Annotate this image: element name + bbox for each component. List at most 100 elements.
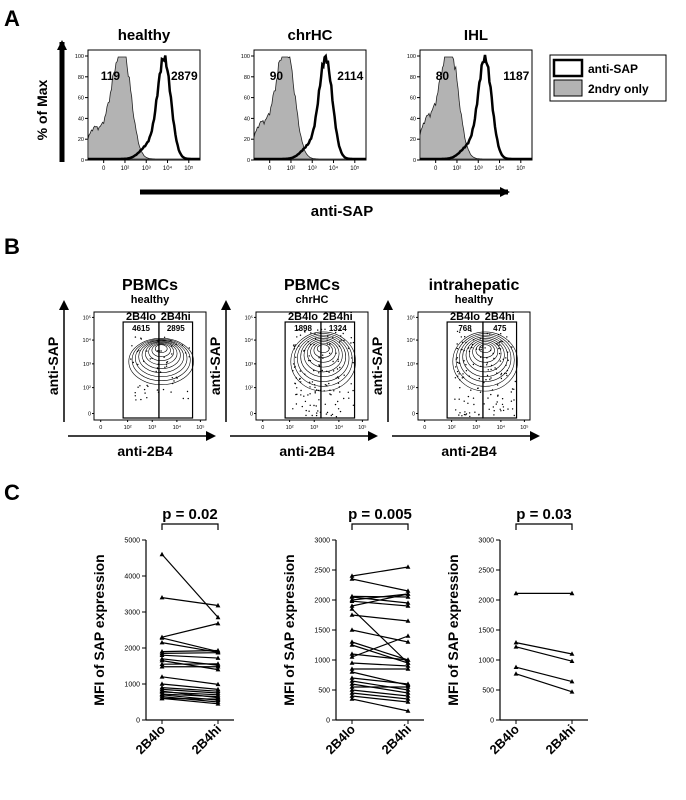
chart-y-tick-label: 0 (326, 718, 330, 725)
flow-plot-x-tick-label: 10⁵ (358, 424, 366, 431)
flow-plot-y-label: anti-SAP (207, 337, 223, 395)
chart-y-label: MFI of SAP expression (281, 554, 297, 705)
chart-point-2b4hi (405, 591, 411, 596)
chart-pair-line (351, 641, 409, 661)
flow-plot-x-tick-label: 10³ (310, 425, 318, 431)
flow-plot-event-dot (471, 346, 473, 349)
flow-plot-event-dot (339, 410, 342, 413)
chart-y-tick-label: 2500 (314, 568, 330, 575)
chart-pair-line (161, 697, 219, 700)
flow-plot-contour (148, 342, 175, 362)
flow-plot-event-dot (182, 397, 184, 400)
chart-pair-line (161, 554, 219, 618)
chart-pair-line (351, 680, 409, 691)
chart-point-2b4hi (215, 650, 221, 655)
flow-plot-event-dot (166, 361, 169, 363)
flow-plot-x-tick-label: 0 (423, 425, 426, 431)
chart-pair-line (161, 649, 219, 653)
flow-plot-event-dot (294, 344, 296, 346)
flow-plot-event-dot (458, 362, 460, 364)
histogram-y-tick-label: 20 (78, 137, 84, 143)
flow-plot-event-dot (310, 332, 312, 334)
histogram-healthy: healthy 0 20 40 60 80 100 0 10² 10³ 10⁴ 10⁵ 119 2879 (75, 27, 201, 172)
panel-label-a: A (4, 6, 20, 31)
chart-point-2b4hi (215, 667, 221, 672)
chart-point-2b4hi (405, 699, 411, 704)
chart-y-tick-label: 3000 (314, 538, 330, 545)
flow-plot-event-dot (311, 414, 313, 417)
flow-plot-event-dot (143, 388, 146, 391)
flow-plot-event-dot (308, 410, 310, 412)
chart-y-tick-label: 1500 (478, 628, 494, 635)
flow-gate-label-lo: 2B4lo (450, 311, 480, 323)
chart-point-2b4hi (569, 689, 575, 694)
flow-plot-event-dot (147, 385, 149, 388)
flow-plot-event-dot (334, 403, 337, 406)
flow-plot-event-dot (146, 350, 148, 352)
histogram-x-tick-label: 10⁴ (495, 165, 505, 172)
chart-point-2b4hi (405, 663, 411, 668)
flow-plot-event-dot (299, 377, 301, 380)
flow-plot-event-dot (330, 414, 332, 417)
flow-plot-x-tick-label: 10⁴ (497, 424, 506, 431)
chart-point-2b4lo (349, 678, 355, 683)
flow-plot-event-dot (480, 346, 482, 349)
flow-plot-frame (255, 311, 369, 421)
flow-plot-y-tick-label: 10⁴ (83, 337, 92, 344)
flow-plot-event-dot (465, 370, 468, 372)
flow-plot-y-tick-label: 0 (412, 412, 415, 418)
chart-point-2b4hi (405, 603, 411, 608)
flow-gate-value-lo: 1898 (294, 324, 312, 333)
flow-plot-y-tick-label: 10⁵ (407, 314, 415, 321)
chart-y-tick-label: 1000 (124, 682, 140, 689)
chart-point-2b4lo (349, 576, 355, 581)
flow-plot-event-dot (479, 391, 482, 393)
flow-plot-event-dot (162, 388, 165, 391)
histogram-y-tick-label: 40 (244, 116, 250, 122)
flow-plot-event-dot (316, 412, 318, 414)
flow-plot-event-dot (300, 394, 302, 396)
histogram-y-tick-label: 20 (244, 137, 250, 143)
flow-plot-event-dot (460, 336, 462, 338)
flow-plot-event-dot (489, 378, 491, 380)
chart-pair-line (351, 629, 409, 643)
chart-x-category-label: 2B4lo (322, 721, 358, 757)
flow-plot-event-dot (326, 384, 328, 386)
flow-plot-event-dot (513, 399, 515, 401)
flow-plot-event-dot (510, 391, 512, 393)
chart-point-2b4lo (349, 669, 355, 674)
histogram-x-tick-label: 10² (287, 166, 296, 172)
flow-plot-event-dot (498, 341, 500, 343)
flow-plot-event-dot (339, 329, 342, 331)
chart-pair-line (161, 693, 219, 698)
chart-pair-line (515, 666, 573, 683)
chart-point-2b4hi (405, 588, 411, 593)
flow-plot-event-dot (309, 393, 311, 395)
flow-plot-event-dot (497, 395, 499, 397)
flow-gate-label-lo: 2B4lo (126, 311, 156, 323)
flow-gate-label-hi: 2B4hi (323, 311, 353, 323)
chart-point-2b4hi (405, 660, 411, 665)
flow-plot-event-dot (326, 411, 329, 414)
flow-plot-event-dot (498, 344, 500, 346)
flow-plot-contour (475, 342, 495, 358)
histogram-y-tick-label: 60 (244, 96, 250, 102)
histogram-mfi-sap: 1187 (503, 69, 529, 83)
flow-plot-event-dot (318, 372, 320, 374)
flow-plot-event-dot (134, 336, 137, 338)
flow-plot-event-dot (511, 408, 514, 410)
flow-plot-event-dot (490, 368, 492, 371)
flow-plot-event-dot (456, 330, 459, 333)
flow-plot-subtitle: healthy (455, 294, 494, 306)
histogram-x-tick-label: 0 (102, 166, 106, 172)
flow-plot-contour (465, 338, 505, 373)
chart-point-2b4lo (349, 627, 355, 632)
flow-plot-event-dot (324, 403, 326, 405)
flow-plot-event-dot (500, 374, 502, 376)
flow-plot-event-dot (324, 384, 327, 386)
flow-plot-event-dot (336, 368, 339, 370)
flow-plot-event-dot (493, 410, 495, 412)
flow-plot-event-dot (157, 350, 159, 352)
flow-plot-event-dot (494, 367, 496, 369)
